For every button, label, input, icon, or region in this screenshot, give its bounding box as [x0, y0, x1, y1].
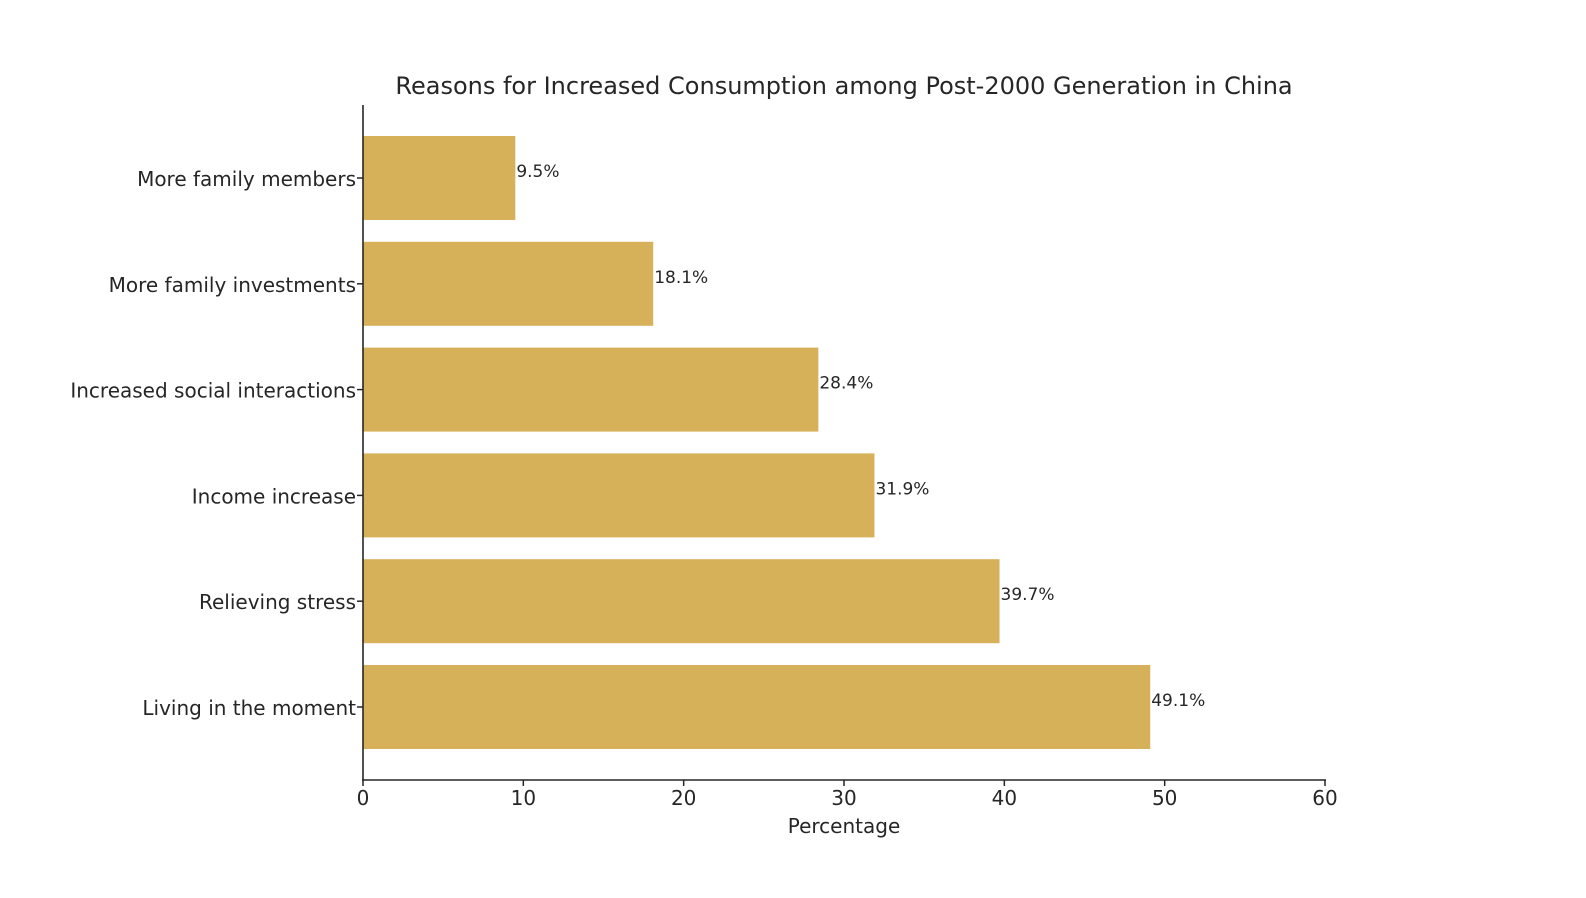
- bar: [363, 136, 516, 220]
- data-label: 9.5%: [516, 162, 559, 182]
- bar: [363, 559, 1000, 644]
- y-tick-label: Increased social interactions: [70, 379, 356, 403]
- y-tick-label: Relieving stress: [199, 590, 356, 614]
- chart-title: Reasons for Increased Consumption among …: [395, 72, 1292, 100]
- x-tick-label: 30: [831, 786, 856, 810]
- data-label: 18.1%: [654, 268, 708, 288]
- x-tick-label: 60: [1312, 786, 1337, 810]
- x-tick-label: 20: [671, 786, 696, 810]
- data-label: 31.9%: [875, 479, 929, 499]
- x-axis-label: Percentage: [788, 814, 901, 838]
- x-tick-label: 0: [357, 786, 370, 810]
- data-label: 49.1%: [1151, 691, 1205, 711]
- bar: [363, 665, 1151, 749]
- y-tick-label: Living in the moment: [142, 696, 356, 720]
- data-label: 39.7%: [1001, 585, 1055, 605]
- x-tick-label: 10: [511, 786, 536, 810]
- x-tick-label: 40: [992, 786, 1017, 810]
- y-tick-label: Income increase: [192, 484, 356, 508]
- x-tick-label: 50: [1152, 786, 1177, 810]
- data-label: 28.4%: [819, 374, 873, 394]
- y-tick-label: More family members: [137, 167, 356, 191]
- bar: [363, 241, 654, 326]
- bar: [363, 347, 819, 432]
- y-tick-label: More family investments: [109, 273, 356, 297]
- bar: [363, 453, 875, 538]
